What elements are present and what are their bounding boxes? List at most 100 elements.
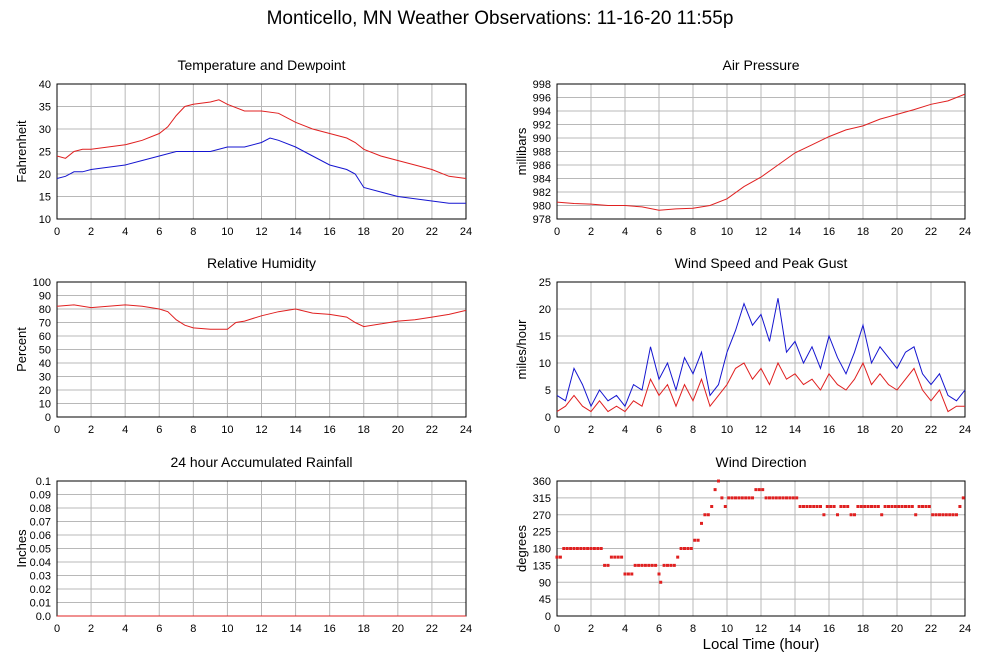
data-point — [836, 513, 839, 517]
y-tick-label: 20 — [539, 304, 551, 316]
data-point — [958, 505, 962, 508]
x-tick-label: 6 — [656, 623, 662, 635]
y-tick-label: 0 — [545, 412, 551, 424]
y-tick-label: 25 — [39, 147, 51, 159]
data-point — [774, 496, 778, 500]
x-tick-label: 22 — [925, 226, 937, 238]
data-point — [832, 505, 836, 508]
y-tick-label: 978 — [533, 214, 551, 226]
data-point — [890, 505, 894, 508]
data-point — [853, 513, 856, 517]
data-point — [805, 505, 809, 508]
x-tick-label: 20 — [891, 226, 903, 238]
data-point — [669, 563, 673, 567]
y-tick-label: 35 — [39, 102, 51, 114]
data-point — [666, 563, 669, 567]
x-tick-label: 0 — [54, 623, 60, 635]
data-point — [727, 496, 731, 500]
data-point — [676, 555, 680, 559]
x-tick-label: 4 — [122, 623, 128, 635]
x-tick-label: 2 — [588, 424, 594, 436]
x-tick-label: 22 — [426, 226, 438, 238]
data-point — [683, 547, 686, 550]
y-tick-label: 180 — [533, 544, 551, 556]
data-point — [637, 563, 641, 567]
y-tick-label: 0.05 — [30, 544, 51, 556]
data-point — [555, 555, 559, 559]
data-point — [951, 513, 955, 517]
data-point — [873, 505, 877, 508]
data-point — [931, 513, 935, 517]
x-tick-label: 6 — [156, 424, 162, 436]
data-point — [961, 496, 965, 500]
x-tick-label: 14 — [789, 226, 801, 238]
data-point — [815, 505, 819, 508]
x-tick-label: 4 — [622, 424, 628, 436]
x-tick-label: 10 — [221, 424, 233, 436]
y-tick-label: 996 — [533, 93, 551, 105]
y-tick-label: 0.07 — [30, 517, 51, 529]
y-tick-label: 0 — [545, 611, 551, 623]
y-tick-label: 50 — [39, 345, 51, 357]
y-tick-label: 992 — [533, 120, 551, 132]
y-tick-label: 994 — [533, 106, 551, 118]
x-tick-label: 8 — [190, 226, 196, 238]
data-point — [562, 547, 566, 550]
panel-title: Temperature and Dewpoint — [177, 57, 345, 73]
x-tick-label: 16 — [823, 226, 835, 238]
data-point — [921, 505, 924, 508]
y-tick-label: 225 — [533, 527, 551, 539]
data-point — [761, 488, 765, 492]
x-tick-label: 22 — [925, 623, 937, 635]
data-point — [654, 563, 658, 567]
x-tick-label: 20 — [392, 424, 404, 436]
x-tick-label: 22 — [925, 424, 937, 436]
data-point — [754, 488, 758, 492]
data-point — [747, 496, 751, 500]
humidity-chart: 0 2 4 6 8 10 12 14 16 18 20 22 240102030405060708090… — [14, 255, 472, 436]
x-tick-label: 14 — [789, 623, 801, 635]
data-point — [730, 496, 734, 500]
series-line-0 — [556, 93, 966, 211]
x-tick-label: 8 — [690, 623, 696, 635]
data-point — [822, 513, 826, 517]
y-tick-label: 984 — [533, 174, 551, 186]
x-tick-label: 10 — [721, 623, 733, 635]
x-tick-label: 4 — [622, 226, 628, 238]
data-point — [589, 547, 593, 550]
x-tick-label: 18 — [857, 424, 869, 436]
data-point — [907, 505, 911, 508]
y-tick-label: 100 — [33, 277, 51, 289]
panel-title: Wind Speed and Peak Gust — [675, 255, 848, 271]
data-point — [785, 496, 788, 500]
data-point — [616, 555, 620, 559]
data-point — [876, 505, 880, 508]
x-tick-label: 16 — [823, 424, 835, 436]
data-point — [917, 505, 921, 508]
data-point — [565, 547, 569, 550]
data-point — [696, 538, 700, 542]
x-tick-label: 4 — [122, 424, 128, 436]
data-point — [808, 505, 812, 508]
data-point — [579, 547, 583, 550]
data-point — [856, 505, 860, 508]
y-tick-label: 45 — [539, 594, 551, 606]
data-point — [788, 496, 792, 500]
x-tick-label: 6 — [156, 226, 162, 238]
data-point — [586, 547, 590, 550]
x-tick-label: 16 — [324, 226, 336, 238]
x-tick-label: 6 — [656, 226, 662, 238]
data-point — [689, 547, 693, 550]
x-tick-label: 16 — [324, 424, 336, 436]
data-point — [679, 547, 683, 550]
x-tick-label: 22 — [426, 623, 438, 635]
x-tick-label: 12 — [255, 424, 267, 436]
data-point — [842, 505, 846, 508]
x-tick-label: 8 — [190, 623, 196, 635]
data-point — [938, 513, 941, 517]
y-tick-label: 360 — [533, 476, 551, 488]
data-point — [866, 505, 870, 508]
data-point — [768, 496, 771, 500]
